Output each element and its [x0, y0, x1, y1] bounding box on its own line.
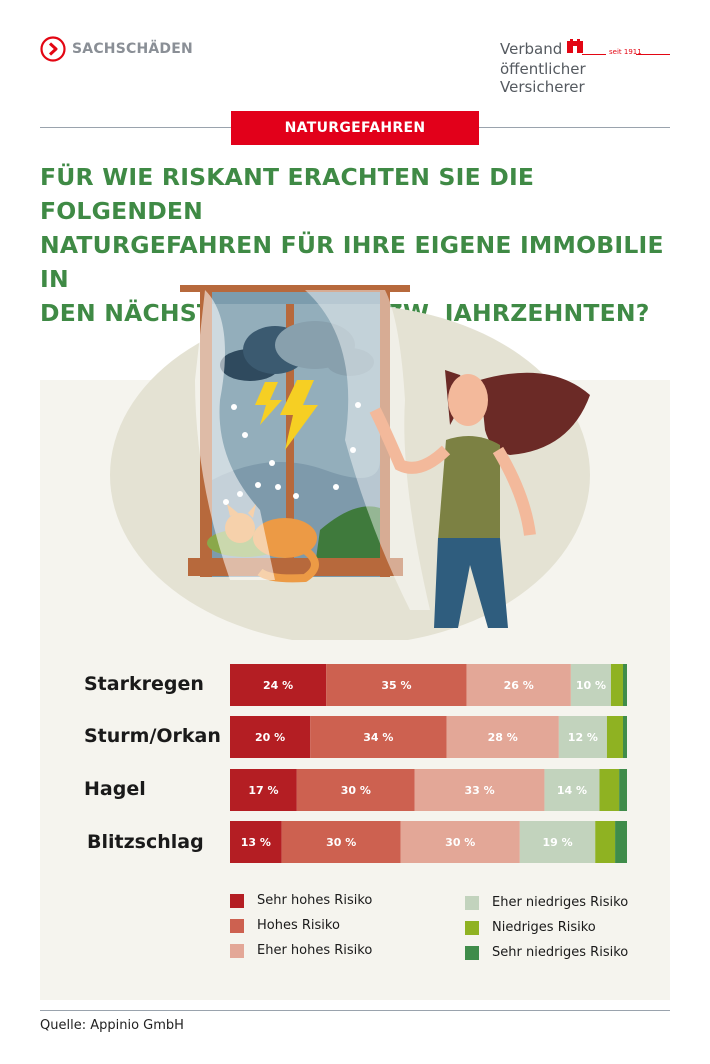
- data-label: 17 %: [248, 784, 278, 797]
- chevron-right-icon: [40, 36, 66, 62]
- row-label: Blitzschlag: [87, 831, 204, 853]
- bar-segment: [446, 716, 559, 758]
- brand: SACHSCHÄDEN: [40, 36, 193, 62]
- bar-segment: [326, 664, 467, 706]
- legend-item: Niedriges Risiko: [465, 920, 596, 935]
- legend-swatch: [465, 895, 479, 910]
- publisher-rule: [582, 54, 606, 55]
- bar-segment: [281, 821, 401, 863]
- publisher-rule: [636, 54, 670, 55]
- bar-segment: [599, 769, 620, 811]
- data-label: 30 %: [445, 836, 475, 849]
- legend-swatch: [465, 920, 479, 935]
- bar-segment: [615, 821, 627, 863]
- bar-segment: [400, 821, 520, 863]
- data-label: 33 %: [465, 784, 495, 797]
- headline-line: NATURGEFAHREN FÜR IHRE EIGENE IMMOBILIE …: [40, 231, 664, 293]
- legend-item: Eher hohes Risiko: [230, 943, 372, 958]
- legend-item: Sehr niedriges Risiko: [465, 945, 628, 960]
- bar-segment: [606, 716, 623, 758]
- bar-segment: [544, 769, 600, 811]
- legend-item: Eher niedriges Risiko: [465, 895, 628, 910]
- legend-label: Eher hohes Risiko: [257, 943, 373, 958]
- bar-segment: [558, 716, 607, 758]
- legend-swatch: [465, 945, 479, 960]
- data-label: 19 %: [542, 836, 572, 849]
- category-tag: NATURGEFAHREN: [231, 111, 479, 145]
- data-label: 30 %: [341, 784, 371, 797]
- data-label: 10 %: [576, 679, 606, 692]
- data-label: 14 %: [557, 784, 587, 797]
- bar-segment: [610, 664, 623, 706]
- bar-segment: [230, 769, 297, 811]
- legend-label: Eher niedriges Risiko: [492, 895, 629, 910]
- storm-illustration: [110, 285, 590, 640]
- row-label: Starkregen: [84, 673, 204, 695]
- data-label: 30 %: [326, 836, 356, 849]
- data-label: 13 %: [241, 836, 271, 849]
- legend-item: Hohes Risiko: [230, 918, 340, 933]
- bar-segment: [230, 664, 327, 706]
- publisher-line1: Verband: [500, 40, 563, 58]
- legend-swatch: [230, 943, 244, 958]
- data-label: 12 %: [568, 731, 598, 744]
- bar-segment: [622, 716, 627, 758]
- data-label: 35 %: [381, 679, 411, 692]
- bar-segment: [296, 769, 415, 811]
- legend-label: Sehr niedriges Risiko: [492, 945, 629, 960]
- source-note: Quelle: Appinio GmbH: [40, 1018, 184, 1033]
- data-label: 34 %: [363, 731, 393, 744]
- bar-segment: [466, 664, 571, 706]
- headline-line: FÜR WIE RISKANT ERACHTEN SIE DIE FOLGEND…: [40, 163, 535, 225]
- brand-label: SACHSCHÄDEN: [72, 41, 193, 57]
- legend-swatch: [230, 893, 244, 908]
- data-label: 26 %: [504, 679, 534, 692]
- legend-label: Niedriges Risiko: [492, 920, 596, 935]
- bar-segment: [622, 664, 627, 706]
- data-label: 28 %: [488, 731, 518, 744]
- legend-swatch: [230, 918, 244, 933]
- woman-icon: [369, 370, 590, 628]
- row-label: Sturm/Orkan: [84, 725, 221, 747]
- data-label: 20 %: [255, 731, 285, 744]
- bar-segment: [570, 664, 611, 706]
- bar-segment: [519, 821, 596, 863]
- bar-segment: [595, 821, 616, 863]
- publisher-logo: Verband seit 1911 öffentlicher Versicher…: [500, 38, 672, 96]
- row-label: Hagel: [84, 778, 146, 800]
- data-label: 24 %: [263, 679, 293, 692]
- publisher-since: seit 1911: [609, 48, 642, 56]
- lightning-icon: [255, 380, 318, 450]
- bar-segment: [230, 821, 282, 863]
- legend-label: Hohes Risiko: [257, 918, 340, 933]
- legend-item: Sehr hohes Risiko: [230, 893, 372, 908]
- castle-icon: [567, 39, 583, 53]
- bar-segment: [310, 716, 447, 758]
- publisher-line2: öffentlicher Versicherer: [500, 60, 586, 96]
- legend-label: Sehr hohes Risiko: [257, 893, 373, 908]
- bar-segment: [414, 769, 545, 811]
- storm-cloud-icon: [220, 321, 374, 381]
- bar-segment: [230, 716, 311, 758]
- divider: [40, 1010, 670, 1011]
- bar-segment: [619, 769, 627, 811]
